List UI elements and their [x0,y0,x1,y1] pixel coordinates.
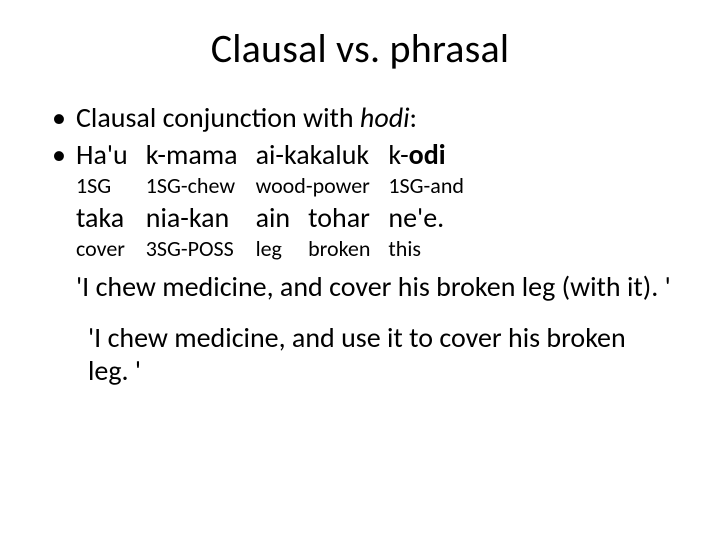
bullet-intro-prefix: Clausal conjunction with [76,100,360,135]
word-seg: k- [388,137,408,172]
word: ne'e. [388,201,482,234]
gloss-row-words-1: Ha'u k-mama ai-kakaluk k-odi [76,138,482,171]
gloss: cover [76,234,146,264]
slide: Clausal vs. phrasal Clausal conjunction … [0,0,720,540]
gloss: 1SG-and [388,171,482,201]
word: nia-kan [146,201,256,234]
bullet-intro: Clausal conjunction with hodi: [48,101,672,134]
free-translation-2: 'I chew medicine, and use it to cover hi… [88,321,672,387]
gloss: 1SG-chew [146,171,256,201]
gloss: this [388,234,482,264]
word: tohar [308,201,388,234]
slide-title: Clausal vs. phrasal [48,24,672,73]
gloss-row-morph-1: 1SG 1SG-chew wood-power 1SG-and [76,171,482,201]
word: Ha'u [76,138,146,171]
gloss-row-morph-2: cover 3SG-POSS leg broken this [76,234,482,264]
gloss: 1SG [76,171,146,201]
free-translation-1: 'I chew medicine, and cover his broken l… [76,270,672,303]
word: taka [76,201,146,234]
word: ain [256,201,309,234]
bullet-intro-suffix: : [410,100,418,135]
word: k-mama [146,138,256,171]
gloss: wood-power [256,171,389,201]
gloss: 3SG-POSS [146,234,256,264]
word-seg-bold: odi [409,137,446,172]
gloss: leg [256,234,309,264]
interlinear-gloss: Ha'u k-mama ai-kakaluk k-odi 1SG 1SG-che… [76,138,482,264]
gloss: broken [308,234,388,264]
word: k-odi [388,138,482,171]
bullet-intro-term: hodi [360,100,410,135]
gloss-row-words-2: taka nia-kan ain tohar ne'e. [76,201,482,234]
bullet-example: Ha'u k-mama ai-kakaluk k-odi 1SG 1SG-che… [48,138,672,303]
word: ai-kakaluk [256,138,389,171]
slide-body: Clausal conjunction with hodi: Ha'u k-ma… [48,101,672,387]
bullet-list: Clausal conjunction with hodi: Ha'u k-ma… [48,101,672,303]
